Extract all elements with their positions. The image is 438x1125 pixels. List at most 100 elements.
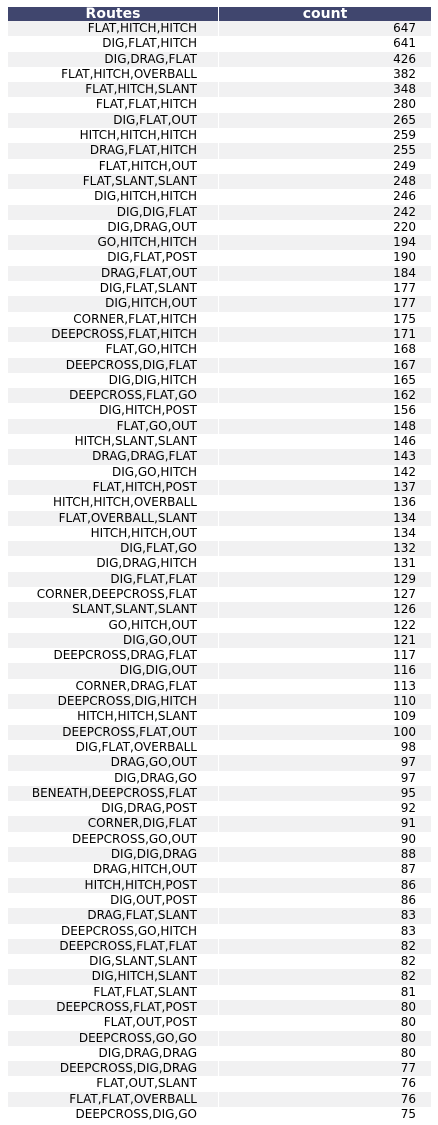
- count-cell: 426: [393, 51, 416, 66]
- column-divider: [218, 66, 219, 83]
- column-divider: [218, 82, 219, 98]
- column-divider: [218, 250, 219, 266]
- header-count: count: [302, 6, 348, 22]
- count-cell: 80: [400, 1015, 416, 1030]
- table-row: DIG,DIG,FLAT 242: [8, 204, 431, 220]
- count-cell: 77: [400, 1061, 416, 1076]
- column-divider: [218, 908, 219, 924]
- count-cell: 249: [393, 158, 416, 173]
- table-row: DEEPCROSS,DIG,FLAT 167: [8, 357, 431, 373]
- count-cell: 92: [400, 801, 416, 816]
- table-row: DIG,FLAT,HITCH 641: [8, 36, 431, 52]
- column-divider: [218, 189, 219, 205]
- table-row: FLAT,OUT,SLANT 76: [8, 1076, 431, 1092]
- column-divider: [218, 694, 219, 710]
- count-cell: 113: [393, 678, 416, 693]
- column-divider: [218, 128, 219, 144]
- column-divider: [218, 785, 219, 802]
- table-row: FLAT,HITCH,SLANT 348: [8, 82, 431, 98]
- table-row: DEEPCROSS,GO,OUT 90: [8, 831, 431, 848]
- count-cell: 81: [400, 984, 416, 999]
- column-divider: [218, 541, 219, 557]
- count-cell: 184: [393, 265, 416, 280]
- table-row: DIG,HITCH,POST 156: [8, 403, 431, 419]
- count-cell: 248: [393, 173, 416, 188]
- column-divider: [218, 525, 219, 542]
- table-row: DEEPCROSS,GO,HITCH 83: [8, 923, 431, 939]
- route-cell: FLAT,GO,HITCH: [105, 342, 197, 357]
- route-cell: DIG,DIG,DRAG: [110, 847, 197, 862]
- column-divider: [218, 617, 219, 633]
- route-cell: HITCH,SLANT,SLANT: [74, 434, 197, 449]
- column-divider: [218, 663, 219, 679]
- count-cell: 126: [393, 602, 416, 617]
- count-cell: 647: [393, 21, 416, 35]
- table-row: DEEPCROSS,FLAT,POST 80: [8, 1000, 431, 1016]
- route-cell: DIG,FLAT,OVERBALL: [75, 739, 197, 754]
- count-cell: 87: [400, 862, 416, 877]
- table-row: DEEPCROSS,DIG,HITCH 110: [8, 694, 431, 710]
- table-row: DIG,HITCH,OUT 177: [8, 296, 431, 312]
- route-cell: DEEPCROSS,DRAG,FLAT: [53, 648, 197, 663]
- column-divider: [218, 510, 219, 526]
- route-cell: FLAT,HITCH,SLANT: [85, 82, 197, 97]
- count-cell: 171: [393, 326, 416, 341]
- count-cell: 80: [400, 1045, 416, 1060]
- count-cell: 129: [393, 571, 416, 586]
- column-divider: [218, 36, 219, 52]
- route-cell: FLAT,OVERBALL,SLANT: [58, 510, 197, 525]
- column-divider: [218, 464, 219, 480]
- table-row: DIG,GO,OUT 121: [8, 632, 431, 649]
- column-divider: [218, 831, 219, 848]
- table-row: GO,HITCH,HITCH 194: [8, 235, 431, 251]
- table-row: DIG,DRAG,HITCH 131: [8, 556, 431, 572]
- count-cell: 137: [393, 479, 416, 494]
- route-cell: DIG,GO,OUT: [122, 632, 197, 647]
- route-cell: FLAT,HITCH,OVERBALL: [61, 66, 197, 81]
- count-cell: 91: [400, 816, 416, 831]
- route-cell: FLAT,OUT,POST: [103, 1015, 197, 1030]
- column-divider: [218, 388, 219, 404]
- table-row: GO,HITCH,OUT 122: [8, 617, 431, 633]
- table-row: HITCH,HITCH,POST 86: [8, 877, 431, 893]
- column-divider: [218, 556, 219, 572]
- table-row: DRAG,GO,OUT 97: [8, 755, 431, 771]
- table-row: DEEPCROSS,FLAT,GO 162: [8, 388, 431, 404]
- count-cell: 80: [400, 1030, 416, 1045]
- table-row: DIG,HITCH,SLANT 82: [8, 969, 431, 985]
- column-divider: [218, 97, 219, 113]
- route-cell: CORNER,DEEPCROSS,FLAT: [36, 586, 197, 601]
- route-cell: DIG,FLAT,POST: [107, 250, 197, 265]
- route-cell: HITCH,HITCH,OVERBALL: [53, 495, 197, 510]
- column-divider: [218, 281, 219, 297]
- column-divider: [218, 1045, 219, 1062]
- route-cell: DIG,DRAG,POST: [101, 801, 197, 816]
- count-cell: 134: [393, 510, 416, 525]
- count-cell: 86: [400, 877, 416, 892]
- column-divider: [218, 571, 219, 587]
- column-divider: [218, 403, 219, 419]
- table-row: DIG,DIG,HITCH 165: [8, 372, 431, 389]
- column-divider: [218, 235, 219, 251]
- table-row: DIG,DRAG,POST 92: [8, 801, 431, 817]
- count-cell: 246: [393, 189, 416, 204]
- column-divider: [218, 678, 219, 695]
- column-divider: [218, 158, 219, 174]
- table-row: DIG,DRAG,DRAG 80: [8, 1045, 431, 1062]
- route-cell: GO,HITCH,OUT: [108, 617, 197, 632]
- table-row: DIG,DRAG,GO 97: [8, 770, 431, 786]
- count-cell: 82: [400, 969, 416, 984]
- route-cell: DIG,DRAG,HITCH: [96, 556, 197, 571]
- table-row: FLAT,GO,OUT 148: [8, 418, 431, 435]
- table-row: SLANT,SLANT,SLANT 126: [8, 602, 431, 618]
- table-row: CORNER,DRAG,FLAT 113: [8, 678, 431, 695]
- route-cell: DRAG,FLAT,SLANT: [87, 908, 197, 923]
- table-row: DIG,DRAG,OUT 220: [8, 219, 431, 236]
- count-cell: 194: [393, 235, 416, 250]
- table-row: FLAT,FLAT,HITCH 280: [8, 97, 431, 113]
- count-cell: 97: [400, 755, 416, 770]
- route-cell: FLAT,HITCH,POST: [92, 479, 197, 494]
- column-divider: [218, 816, 219, 832]
- count-cell: 109: [393, 709, 416, 724]
- column-divider: [218, 204, 219, 220]
